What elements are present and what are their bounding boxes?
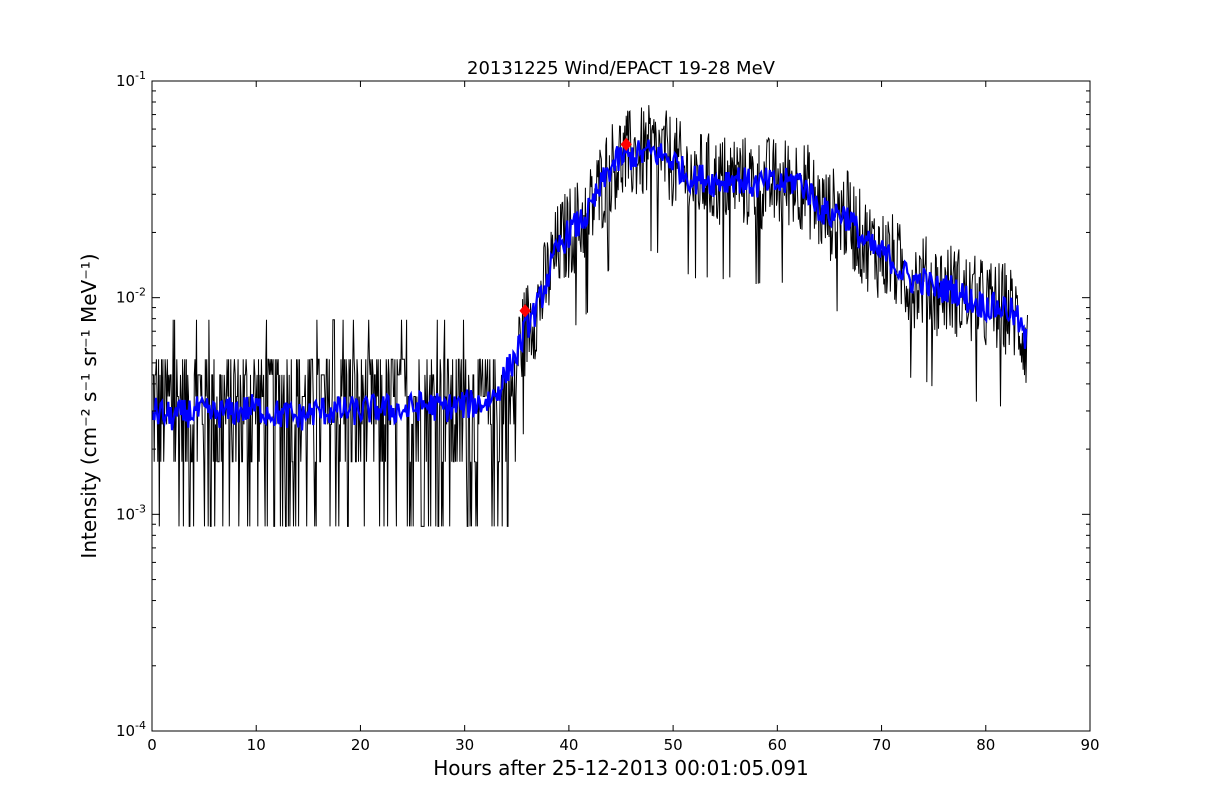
smoothed-intensity-line xyxy=(152,139,1028,431)
series-raw xyxy=(152,105,1028,527)
series-smoothed xyxy=(152,139,1028,431)
raw-intensity-line xyxy=(152,105,1028,527)
x-tick-label: 20 xyxy=(351,736,370,754)
x-axis-label: Hours after 25-12-2013 00:01:05.091 xyxy=(433,756,809,780)
x-tick-label: 80 xyxy=(976,736,995,754)
x-tick-label: 60 xyxy=(768,736,787,754)
x-tick-label: 70 xyxy=(872,736,891,754)
x-tick-label: 0 xyxy=(147,736,157,754)
x-tick-label: 40 xyxy=(559,736,578,754)
event-marker-1 xyxy=(519,303,531,318)
y-tick-label: 10-4 xyxy=(116,719,146,740)
y-tick-label: 10-3 xyxy=(116,502,146,523)
x-tick-label: 90 xyxy=(1080,736,1099,754)
axes: 0 10 20 30 40 50 60 70 80 90 10-4 10-3 10-2 10-1 xyxy=(116,69,1100,754)
plot-frame xyxy=(151,80,1091,732)
x-tick-label: 50 xyxy=(664,736,683,754)
x-tick-label: 30 xyxy=(455,736,474,754)
x-tick-label: 10 xyxy=(247,736,266,754)
event-marker-2 xyxy=(620,137,632,152)
y-tick-label: 10-1 xyxy=(116,69,146,90)
plot-area xyxy=(152,105,1028,527)
y-axis-label: Intensity (cm⁻² s⁻¹ sr⁻¹ MeV⁻¹) xyxy=(77,253,101,558)
chart-title: 20131225 Wind/EPACT 19-28 MeV xyxy=(467,58,776,79)
y-tick-label: 10-2 xyxy=(116,286,146,307)
